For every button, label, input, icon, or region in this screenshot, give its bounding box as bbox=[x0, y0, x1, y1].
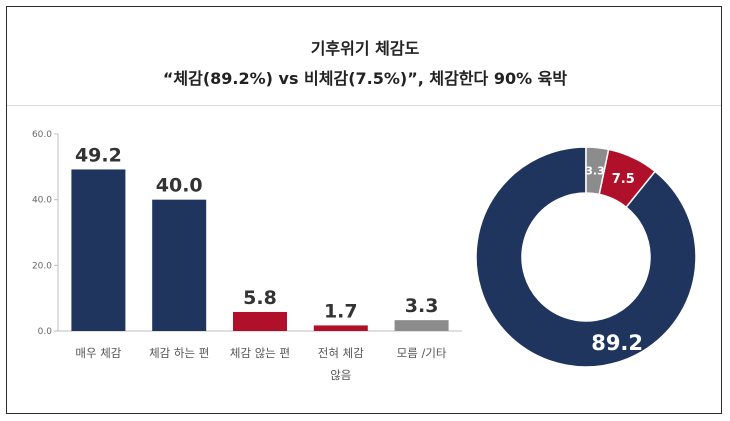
y-tick-label: 0.0 bbox=[38, 327, 53, 337]
y-tick-label: 60.0 bbox=[32, 130, 52, 140]
bar bbox=[233, 311, 287, 331]
donut-slice-label: 3.3 bbox=[585, 164, 605, 177]
bar-value-label: 3.3 bbox=[405, 295, 439, 317]
bar-value-label: 40.0 bbox=[156, 175, 203, 197]
bar bbox=[313, 325, 368, 331]
chart-title: 기후위기 체감도 bbox=[310, 39, 420, 58]
bar-value-label: 49.2 bbox=[75, 144, 122, 166]
donut-slice bbox=[475, 146, 697, 368]
donut-slice bbox=[585, 146, 610, 196]
x-category-label: 전혀 체감 않음 bbox=[318, 346, 364, 382]
bar-chart: 0.0 20.0 40.0 60.0 49.2 매우 체감 40.0 체감 하는 편 5.8 체감… bbox=[32, 130, 462, 382]
y-tick-label: 40.0 bbox=[32, 196, 52, 206]
x-category-label: 체감 하는 편 bbox=[149, 346, 209, 360]
bar bbox=[71, 169, 126, 331]
chart-subtitle: “체감(89.2%) vs 비체감(7.5%)”, 체감한다 90% 육박 bbox=[162, 69, 568, 88]
bar-value-label: 5.8 bbox=[243, 287, 277, 309]
bar bbox=[394, 320, 449, 331]
donut-chart: 89.2 7.5 3.3 bbox=[475, 146, 697, 368]
x-category-label: 체감 않는 편 bbox=[230, 346, 290, 360]
x-category-label: 매우 체감 bbox=[75, 346, 121, 360]
x-category-label: 모름 /기타 bbox=[397, 346, 447, 360]
donut-slice-label: 89.2 bbox=[591, 331, 643, 355]
title-divider bbox=[7, 105, 721, 106]
y-tick-label: 20.0 bbox=[32, 261, 52, 271]
donut-slice-label: 7.5 bbox=[612, 172, 635, 187]
bar-value-label: 1.7 bbox=[324, 300, 358, 322]
bar bbox=[152, 199, 207, 331]
